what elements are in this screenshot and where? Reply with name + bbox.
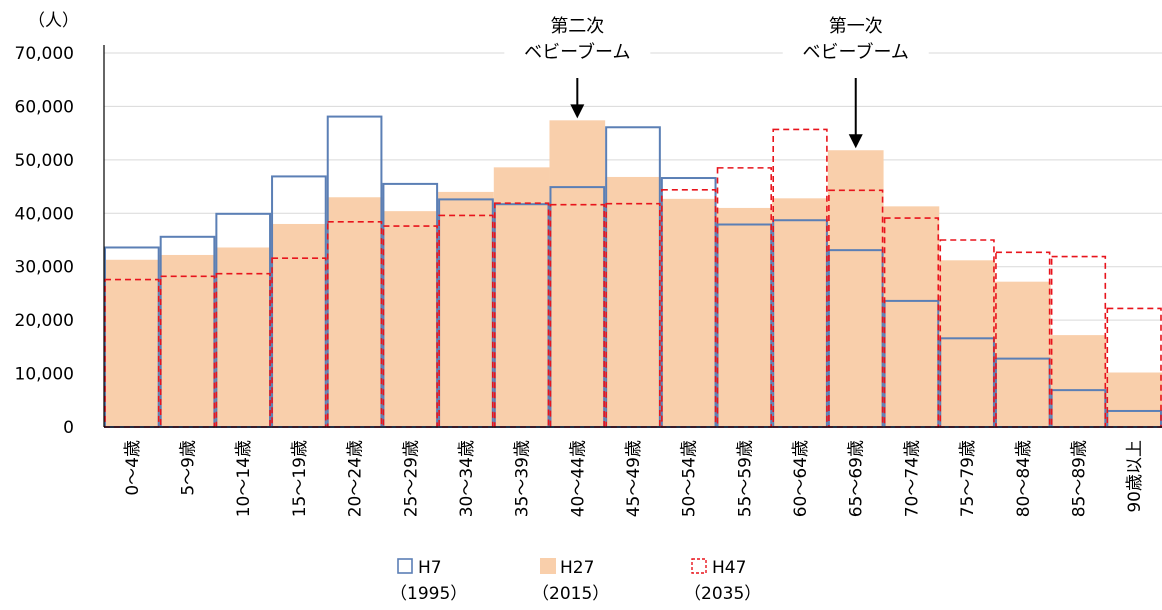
y-tick-label: 0 (63, 418, 74, 438)
bar-h47 (1106, 307, 1162, 428)
bar-h27 (271, 223, 327, 427)
x-tick-label: 60～64歳 (791, 440, 811, 517)
x-tick-label: 50～54歳 (680, 440, 700, 517)
series-h27 (104, 120, 1162, 428)
annotation-text: ベビーブーム (524, 41, 630, 63)
x-tick-label: 85～89歳 (1069, 440, 1089, 517)
bar-h27 (883, 206, 940, 427)
y-tick-label: 50,000 (15, 151, 74, 171)
axes (103, 45, 1162, 428)
annotation-bg (504, 10, 651, 68)
bar-h27 (438, 191, 494, 427)
y-tick-label: 40,000 (15, 204, 74, 224)
x-tick-label: 20～24歳 (346, 440, 366, 517)
bar-h27 (939, 260, 995, 427)
annotation-text: 第二次 (550, 16, 604, 37)
bar-h47 (772, 128, 828, 428)
bar-h27 (549, 120, 606, 427)
bar-h47 (828, 189, 884, 428)
legend-sublabel: （2015） (532, 584, 609, 604)
annotation-text: 第一次 (829, 16, 883, 37)
bar-h27 (772, 198, 828, 427)
x-tick-label: 25～29歳 (401, 440, 421, 517)
legend-label: H47 (712, 558, 746, 578)
y-tick-label: 60,000 (15, 97, 74, 117)
x-tick-label: 15～19歳 (290, 440, 310, 517)
bar-h27 (382, 211, 439, 427)
x-tick-label: 55～59歳 (735, 440, 755, 517)
bar-h27 (159, 254, 216, 427)
y-tick-labels: 0 10,000 20,000 30,000 40,000 50,000 60,000 70,… (15, 44, 74, 438)
legend-swatch-h7 (397, 558, 413, 574)
x-tick-label: 75～79歳 (958, 440, 978, 517)
bar-h27 (493, 167, 550, 427)
bar-h47 (883, 217, 940, 428)
x-tick-label: 30～34歳 (457, 440, 477, 517)
x-tick-labels: 0～4歳 5～9歳 10～14歳 15～19歳 20～24歳 25～29歳 30～34歳 35… (123, 440, 1145, 517)
annotation-bg (782, 10, 929, 68)
y-tick-label: 20,000 (15, 311, 74, 331)
bar-h47 (661, 188, 717, 428)
bar-h47 (271, 257, 327, 428)
legend-swatch-h47 (691, 558, 707, 574)
x-tick-label: 90歳以上 (1125, 440, 1145, 513)
y-tick-label: 10,000 (15, 365, 74, 385)
x-tick-label: 45～49歳 (624, 440, 644, 517)
legend-swatch-h27 (540, 558, 556, 574)
bar-h27 (215, 247, 272, 427)
legend-label: H27 (560, 558, 594, 578)
y-tick-label: 70,000 (15, 44, 74, 64)
legend-sublabel: （2035） (684, 584, 761, 604)
x-tick-label: 40～44歳 (568, 440, 588, 517)
bar-h47 (716, 167, 773, 428)
bar-h27 (1050, 335, 1107, 427)
x-tick-label: 65～69歳 (847, 440, 867, 517)
x-tick-label: 10～14歳 (234, 440, 254, 517)
y-tick-label: 30,000 (15, 258, 74, 278)
annotation-arrow-head (848, 134, 863, 149)
x-tick-label: 5～9歳 (179, 440, 199, 496)
bar-h27 (827, 150, 884, 428)
bar-h27 (326, 197, 383, 427)
y-unit-label: （人） (28, 11, 79, 31)
legend: H7 （1995） H27 （2015） H47 （2035） (390, 558, 761, 604)
legend-label: H7 (418, 558, 442, 578)
x-tick-label: 80～84歳 (1014, 440, 1034, 517)
bar-h27 (605, 176, 661, 427)
bar-h27 (994, 281, 1051, 427)
bar-h27 (716, 207, 773, 427)
x-tick-label: 70～74歳 (902, 440, 922, 517)
x-tick-label: 35～39歳 (513, 440, 533, 517)
x-tick-label: 0～4歳 (123, 440, 143, 496)
annotation-arrow-head (570, 104, 585, 119)
annotation-text: ベビーブーム (803, 41, 909, 63)
bar-h27 (660, 198, 717, 427)
bar-h27 (104, 259, 160, 427)
legend-sublabel: （1995） (390, 584, 467, 604)
bar-h27 (1106, 372, 1162, 427)
